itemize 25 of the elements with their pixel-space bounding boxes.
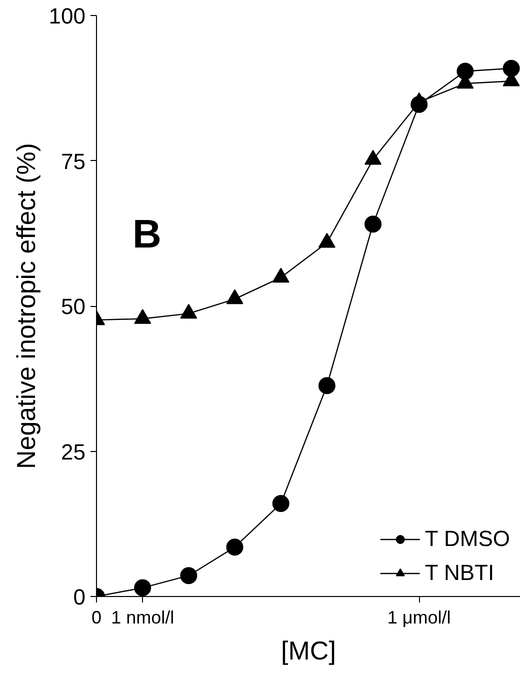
y-tick-label: 100	[48, 4, 86, 28]
x-tick-label: 1 nmol/l	[111, 608, 174, 628]
point	[226, 538, 244, 556]
y-tick-label: 0	[73, 584, 86, 610]
annotation: B	[132, 212, 162, 256]
point	[134, 309, 152, 324]
y-tick-label: 25	[61, 439, 86, 464]
point	[410, 92, 428, 108]
point	[318, 232, 336, 248]
legend-label: T DMSO	[424, 526, 510, 552]
x-tick-label: 0	[91, 608, 102, 628]
y-axis-title: Negative inotropic effect (%)	[10, 142, 41, 470]
point	[180, 304, 198, 319]
x-axis-title: [MC]	[281, 636, 336, 666]
y-tick-label: 75	[61, 148, 86, 174]
point	[134, 579, 152, 596]
point	[226, 289, 244, 304]
point	[272, 268, 290, 283]
y-tick-label: 50	[61, 294, 86, 319]
point	[318, 377, 336, 394]
point	[272, 495, 290, 512]
point	[364, 150, 382, 165]
legend-label: T NBTI	[424, 560, 494, 586]
point	[180, 567, 198, 584]
x-tick-label: 1 μmol/l	[387, 608, 451, 628]
